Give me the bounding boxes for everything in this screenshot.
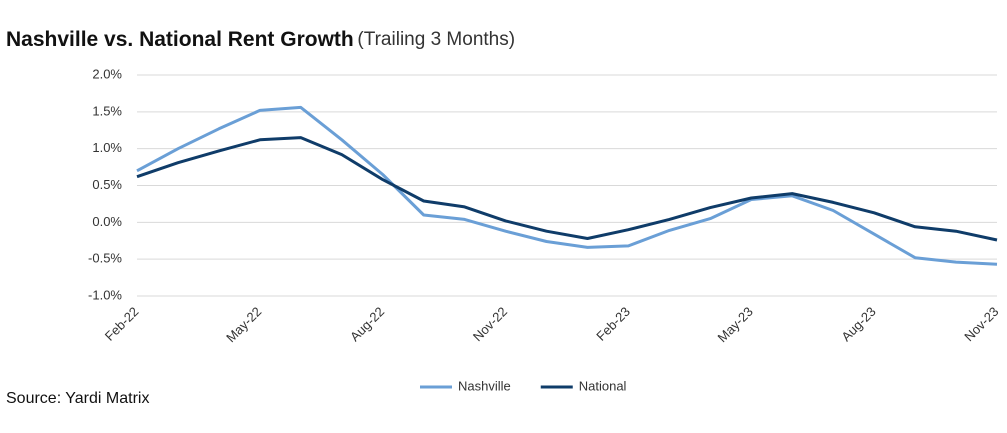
x-tick-label: Nov-23 (961, 304, 1001, 344)
y-tick-label: -1.0% (88, 287, 122, 302)
x-tick-label: Aug-22 (347, 304, 387, 344)
title: Nashville vs. National Rent Growth (6, 28, 354, 51)
subtitle: (Trailing 3 Months) (357, 29, 515, 50)
series-line (136, 136, 998, 242)
x-tick-label: Feb-23 (593, 304, 633, 344)
legend-label: Nashville (458, 378, 511, 393)
y-tick-label: -0.5% (88, 251, 122, 266)
y-tick-label: 0.0% (92, 214, 122, 229)
y-tick-label: 2.0% (92, 66, 122, 81)
y-tick-label: 1.0% (92, 140, 122, 155)
source: Source: Yardi Matrix (6, 390, 149, 407)
series-line (136, 105, 998, 266)
x-tick-label: May-23 (715, 304, 756, 345)
y-tick-label: 0.5% (92, 177, 122, 192)
y-tick-label: 1.5% (92, 103, 122, 118)
x-tick-label: Feb-22 (102, 304, 142, 344)
x-tick-label: Aug-23 (838, 304, 878, 344)
legend-label: National (579, 378, 627, 393)
chart-title: Nashville vs. National Rent Growth (Trai… (6, 28, 515, 51)
x-tick-label: May-22 (223, 304, 264, 345)
x-tick-label: Nov-22 (470, 304, 510, 344)
